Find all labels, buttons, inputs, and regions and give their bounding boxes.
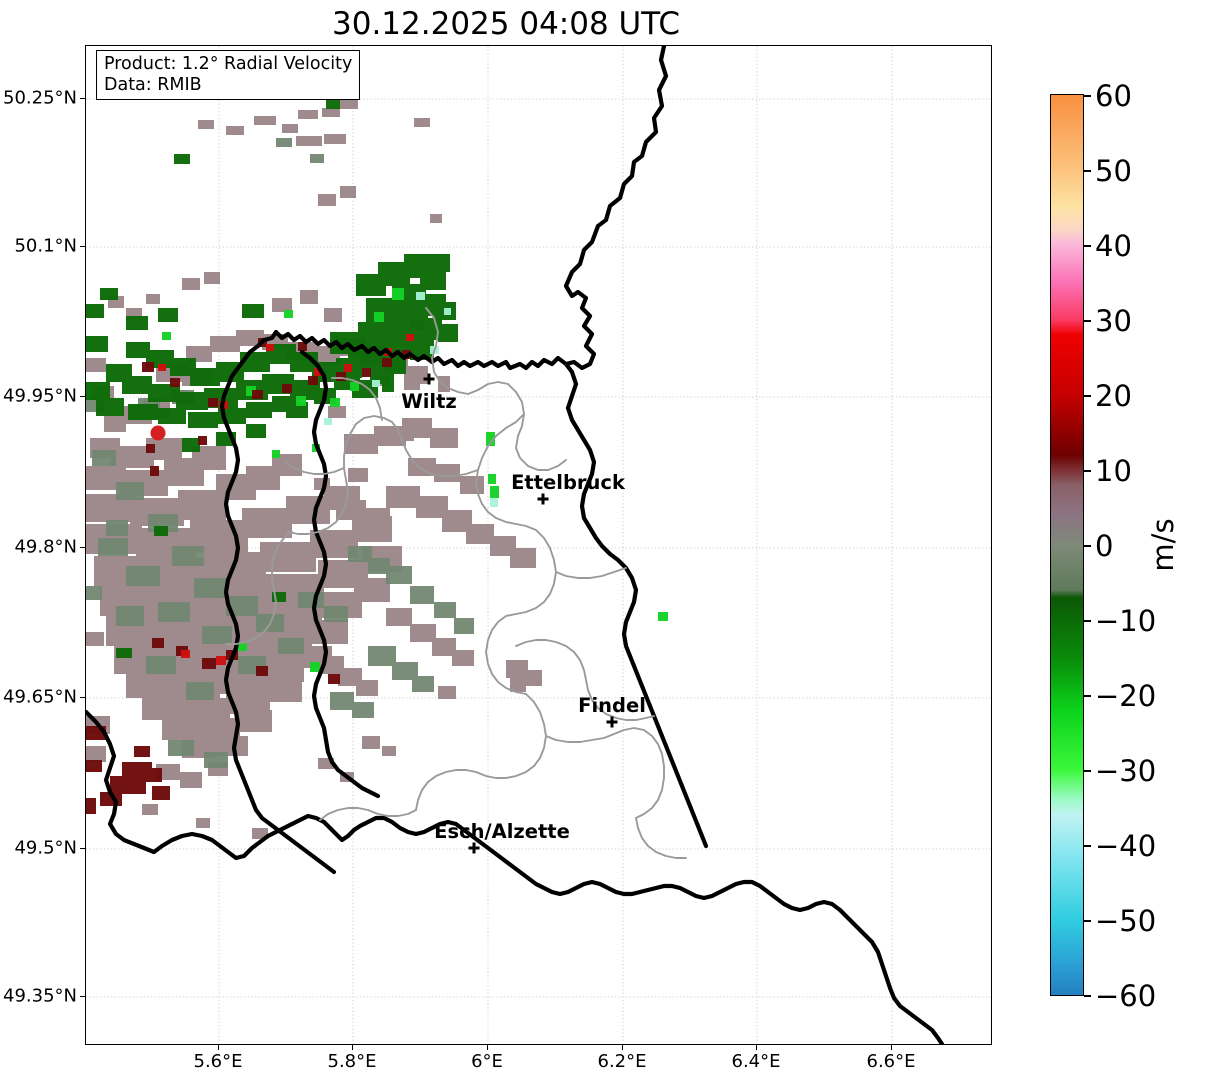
cbar-tickmark-60 [1084, 95, 1091, 97]
cbar-label-10: −40 [1095, 829, 1157, 863]
cbar-tickmark-20 [1084, 395, 1091, 397]
y-tick-5: 49.5°N [14, 837, 77, 859]
cbar-label-8: −20 [1095, 679, 1157, 713]
cbar-tickmark-30 [1084, 320, 1091, 322]
cbar-label-7: −10 [1095, 604, 1157, 638]
cbar-label-9: −30 [1095, 754, 1157, 788]
cbar-label-4: 20 [1095, 379, 1132, 413]
cbar-label-1: 50 [1095, 154, 1132, 188]
x-tickmark-1 [352, 1045, 354, 1050]
cbar-tickmark-40 [1084, 245, 1091, 247]
cbar-tickmark-m20 [1084, 695, 1091, 697]
y-tick-3: 49.8°N [14, 536, 77, 558]
cbar-label-2: 40 [1095, 229, 1132, 263]
cbar-tickmark-m10 [1084, 620, 1091, 622]
cbar-label-3: 30 [1095, 304, 1132, 338]
city-label-wiltz: Wiltz [401, 390, 457, 413]
region-boundaries [225, 307, 687, 859]
city-label-esch-alzette: Esch/Alzette [434, 820, 570, 843]
map-gridlines [86, 46, 991, 1044]
cbar-tickmark-0 [1084, 545, 1091, 547]
y-axis-tick-labels: 50.25°N 50.1°N 49.95°N 49.8°N 49.65°N 49… [0, 0, 77, 1081]
velocity-colorbar[interactable] [1050, 94, 1084, 996]
legend-product-line: Product: 1.2° Radial Velocity [104, 54, 353, 74]
x-tick-0: 5.6°E [193, 1051, 243, 1072]
y-tickmark-2 [80, 396, 85, 398]
page-title: 30.12.2025 04:08 UTC [332, 6, 680, 42]
x-tick-3: 6.2°E [597, 1051, 647, 1072]
y-tick-1: 50.1°N [14, 235, 77, 257]
city-marker-ettelbruck [537, 493, 549, 505]
country-borders [86, 46, 945, 1044]
cbar-tickmark-10 [1084, 470, 1091, 472]
city-label-findel: Findel [578, 694, 646, 717]
city-marker-findel [606, 716, 618, 728]
map-canvas [86, 46, 991, 1044]
y-tick-6: 49.35°N [3, 985, 77, 1007]
x-tick-1: 5.8°E [327, 1051, 377, 1072]
x-tickmark-2 [487, 1045, 489, 1050]
product-legend-box: Product: 1.2° Radial Velocity Data: RMIB [96, 50, 361, 101]
colorbar-gradient [1051, 95, 1083, 995]
city-marker-wiltz [423, 373, 435, 385]
cbar-label-5: 10 [1095, 454, 1132, 488]
cbar-tickmark-50 [1084, 170, 1091, 172]
y-tick-4: 49.65°N [3, 686, 77, 708]
x-tickmark-0 [218, 1045, 220, 1050]
x-tickmark-3 [622, 1045, 624, 1050]
cbar-label-6: 0 [1095, 529, 1114, 563]
cbar-label-0: 60 [1095, 79, 1132, 113]
y-tick-2: 49.95°N [3, 385, 77, 407]
x-tick-4: 6.4°E [731, 1051, 781, 1072]
x-tick-5: 6.6°E [866, 1051, 916, 1072]
city-marker-esch-alzette [468, 842, 480, 854]
x-tick-2: 6°E [471, 1051, 503, 1072]
y-tickmark-4 [80, 697, 85, 699]
y-tickmark-1 [80, 246, 85, 248]
legend-data-line: Data: RMIB [104, 74, 202, 95]
x-tickmark-4 [756, 1045, 758, 1050]
city-label-ettelbruck: Ettelbruck [511, 471, 625, 494]
cbar-tickmark-m50 [1084, 920, 1091, 922]
cbar-tickmark-m40 [1084, 845, 1091, 847]
y-tickmark-0 [80, 98, 85, 100]
radar-echo-layer [86, 100, 668, 839]
y-tickmark-5 [80, 848, 85, 850]
cbar-tickmark-m60 [1084, 995, 1091, 997]
y-tickmark-6 [80, 996, 85, 998]
cbar-label-12: −60 [1095, 979, 1157, 1013]
cbar-tickmark-m30 [1084, 770, 1091, 772]
y-tick-0: 50.25°N [3, 87, 77, 109]
colorbar-unit-label: m/s [1146, 518, 1180, 572]
y-tickmark-3 [80, 547, 85, 549]
radar-map-panel[interactable]: Wiltz Ettelbruck Findel Esch/Alzette Pro… [85, 45, 992, 1045]
cbar-label-11: −50 [1095, 904, 1157, 938]
x-tickmark-5 [891, 1045, 893, 1050]
radar-station-marker[interactable] [150, 425, 166, 441]
